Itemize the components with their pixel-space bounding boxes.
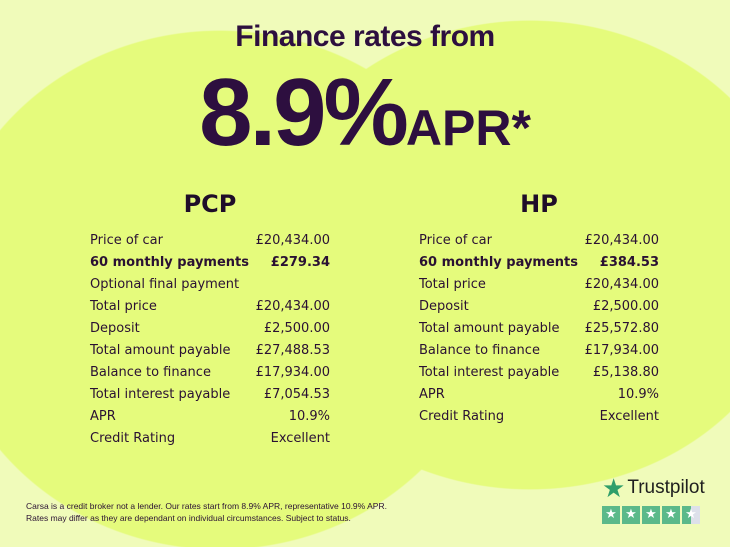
- row-value: £2,500.00: [263, 321, 330, 336]
- row-value: £17,934.00: [255, 365, 330, 380]
- row-value: Excellent: [599, 409, 659, 424]
- hp-row: 60 monthly payments £384.53: [419, 252, 659, 274]
- row-label: Total interest payable: [419, 365, 560, 380]
- trustpilot-rating-stars: ★ ★ ★ ★ ★: [602, 506, 705, 524]
- row-label: Price of car: [419, 233, 492, 248]
- pcp-row: Deposit £2,500.00: [90, 318, 330, 340]
- row-value: £27,488.53: [255, 343, 330, 358]
- headline: Finance rates from: [235, 20, 495, 53]
- row-value: 10.9%: [288, 409, 330, 424]
- hp-row: Balance to finance £17,934.00: [419, 340, 659, 362]
- rate-display: 8.9%APR*: [0, 58, 730, 168]
- row-label: Credit Rating: [419, 409, 505, 424]
- row-label: Deposit: [419, 299, 469, 314]
- hp-title: HP: [520, 190, 558, 218]
- pcp-row: Balance to finance £17,934.00: [90, 362, 330, 384]
- row-label: Balance to finance: [419, 343, 540, 358]
- row-label: 60 monthly payments: [90, 255, 249, 270]
- row-label: Balance to finance: [90, 365, 211, 380]
- hp-row: APR 10.9%: [419, 384, 659, 406]
- disclaimer: Carsa is a credit broker not a lender. O…: [26, 500, 387, 524]
- row-value: £20,434.00: [255, 299, 330, 314]
- row-label: Total price: [419, 277, 486, 292]
- disclaimer-line-1: Carsa is a credit broker not a lender. O…: [26, 501, 387, 511]
- row-label: Credit Rating: [90, 431, 176, 446]
- row-label: APR: [90, 409, 116, 424]
- hp-table: HP Price of car £20,434.00 60 monthly paym…: [419, 190, 659, 428]
- rate-value: 8.9%: [199, 59, 409, 166]
- trustpilot-name: Trustpilot: [627, 477, 705, 498]
- row-value: £279.34: [270, 255, 330, 270]
- row-value: £20,434.00: [584, 233, 659, 248]
- row-label: Total amount payable: [90, 343, 231, 358]
- row-label: Deposit: [90, 321, 140, 336]
- star-icon: ★: [602, 473, 626, 503]
- disclaimer-line-2: Rates may differ as they are dependant o…: [26, 513, 351, 523]
- pcp-row: Credit Rating Excellent: [90, 428, 330, 450]
- row-value: £20,434.00: [584, 277, 659, 292]
- rating-star-icon: ★: [602, 506, 620, 524]
- row-value: £2,500.00: [592, 299, 659, 314]
- hp-row: Price of car £20,434.00: [419, 230, 659, 252]
- pcp-row: Total interest payable £7,054.53: [90, 384, 330, 406]
- pcp-row: 60 monthly payments £279.34: [90, 252, 330, 274]
- apr-label: APR*: [405, 100, 531, 156]
- hp-row: Deposit £2,500.00: [419, 296, 659, 318]
- row-label: Optional final payment: [90, 277, 240, 292]
- row-value: 10.9%: [617, 387, 659, 402]
- pcp-table: PCP Price of car £20,434.00 60 monthly pay…: [90, 190, 330, 450]
- hp-row: Total amount payable £25,572.80: [419, 318, 659, 340]
- row-label: Price of car: [90, 233, 163, 248]
- rating-star-icon: ★: [622, 506, 640, 524]
- hp-row: Total price £20,434.00: [419, 274, 659, 296]
- row-value: £7,054.53: [263, 387, 330, 402]
- row-value: £25,572.80: [584, 321, 659, 336]
- pcp-row: Optional final payment: [90, 274, 330, 296]
- pcp-title: PCP: [183, 190, 237, 218]
- row-label: 60 monthly payments: [419, 255, 578, 270]
- hp-row: Credit Rating Excellent: [419, 406, 659, 428]
- rating-star-icon: ★: [682, 506, 700, 524]
- row-value: £5,138.80: [592, 365, 659, 380]
- trustpilot-badge[interactable]: ★ Trustpilot ★ ★ ★ ★ ★: [602, 475, 705, 524]
- rating-star-icon: ★: [642, 506, 660, 524]
- pcp-row: Total price £20,434.00: [90, 296, 330, 318]
- pcp-row: Price of car £20,434.00: [90, 230, 330, 252]
- row-value: £20,434.00: [255, 233, 330, 248]
- row-label: Total interest payable: [90, 387, 231, 402]
- row-value: £384.53: [599, 255, 659, 270]
- hp-row: Total interest payable £5,138.80: [419, 362, 659, 384]
- pcp-row: Total amount payable £27,488.53: [90, 340, 330, 362]
- row-label: APR: [419, 387, 445, 402]
- row-label: Total price: [90, 299, 157, 314]
- row-label: Total amount payable: [419, 321, 560, 336]
- row-value: Excellent: [270, 431, 330, 446]
- pcp-row: APR 10.9%: [90, 406, 330, 428]
- rating-star-icon: ★: [662, 506, 680, 524]
- row-value: £17,934.00: [584, 343, 659, 358]
